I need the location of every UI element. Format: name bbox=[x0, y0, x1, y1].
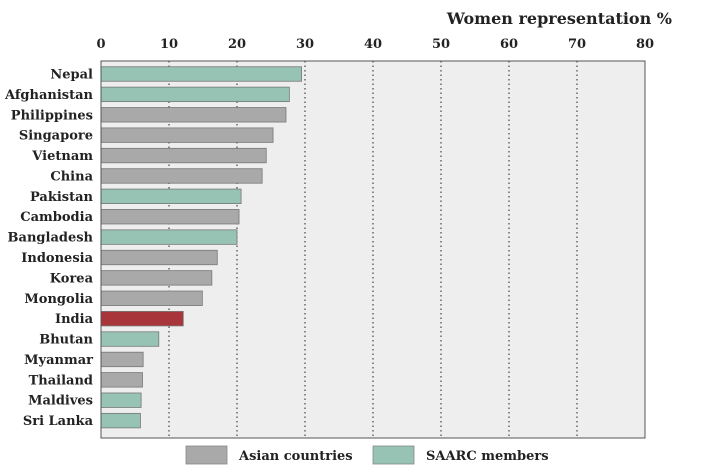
legend-label: Asian countries bbox=[238, 449, 353, 464]
bar bbox=[100, 270, 213, 286]
bar bbox=[100, 331, 160, 347]
bar bbox=[100, 127, 274, 143]
category-label: Maldives bbox=[28, 394, 93, 409]
category-label: Myanmar bbox=[24, 353, 93, 368]
bar bbox=[100, 107, 287, 123]
bar bbox=[100, 392, 142, 408]
bar bbox=[100, 209, 240, 225]
x-tick-label: 40 bbox=[364, 37, 382, 52]
category-label: Mongolia bbox=[24, 292, 93, 307]
category-label: Philippines bbox=[11, 108, 93, 123]
category-label: Cambodia bbox=[20, 210, 93, 225]
category-labels: Nepal Afghanistan Philippines Singapore Viet… bbox=[4, 68, 94, 430]
category-label: Vietnam bbox=[31, 149, 93, 164]
category-label: India bbox=[55, 312, 94, 327]
category-label: Pakistan bbox=[30, 190, 94, 205]
category-label: Singapore bbox=[19, 129, 93, 144]
category-label: Bangladesh bbox=[8, 231, 94, 246]
category-label: China bbox=[50, 169, 93, 184]
bar bbox=[100, 86, 290, 103]
x-axis-title: Women representation % bbox=[446, 9, 672, 28]
x-tick-label: 80 bbox=[636, 37, 654, 52]
category-label: Nepal bbox=[50, 68, 93, 83]
bar bbox=[100, 168, 263, 184]
x-tick-label: 60 bbox=[500, 37, 518, 52]
category-label: Bhutan bbox=[39, 333, 93, 348]
category-label: Indonesia bbox=[21, 251, 93, 266]
legend-label: SAARC members bbox=[426, 449, 549, 464]
legend-swatch bbox=[185, 445, 228, 465]
bar bbox=[100, 372, 143, 388]
plot-frame bbox=[100, 60, 646, 439]
bar bbox=[100, 229, 238, 245]
plot-background bbox=[101, 61, 645, 438]
bar bbox=[100, 412, 141, 429]
x-tick-label: 30 bbox=[296, 37, 314, 52]
x-tick-label: 20 bbox=[228, 37, 246, 52]
bar bbox=[100, 147, 267, 164]
category-label: Korea bbox=[50, 271, 94, 286]
category-label: Thailand bbox=[29, 373, 93, 388]
bar bbox=[100, 311, 184, 327]
bar bbox=[100, 66, 303, 82]
legend-swatch bbox=[372, 445, 415, 465]
x-tick-label: 10 bbox=[160, 37, 178, 52]
bar bbox=[100, 188, 242, 204]
legend: Asian countries SAARC members bbox=[185, 445, 549, 465]
category-label: Afghanistan bbox=[4, 88, 94, 103]
x-tick-label: 70 bbox=[568, 37, 586, 52]
bar bbox=[100, 351, 144, 368]
x-tick-label: 50 bbox=[432, 37, 450, 52]
x-tick-label: 0 bbox=[96, 37, 105, 52]
x-tick-labels: 0 10 20 30 40 50 60 70 80 bbox=[96, 37, 654, 52]
bar bbox=[100, 290, 203, 306]
bar bbox=[100, 249, 218, 266]
category-label: Sri Lanka bbox=[23, 414, 94, 429]
